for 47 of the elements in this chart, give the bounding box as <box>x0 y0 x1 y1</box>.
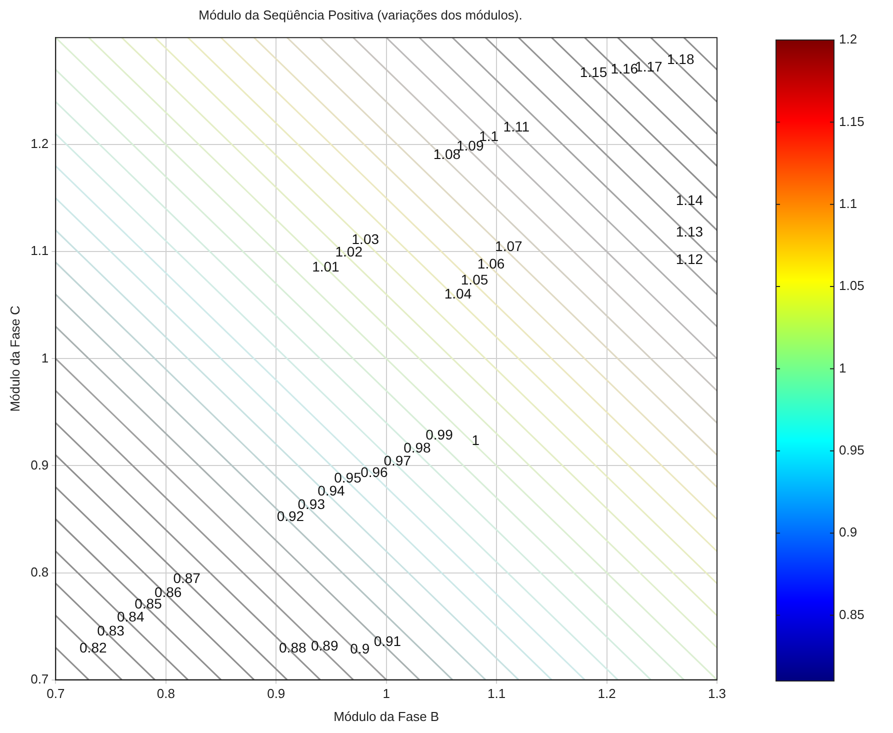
annotation: 1.08 <box>433 146 461 162</box>
y-axis-title: Módulo da Fase C <box>7 306 22 412</box>
y-tick-label: 1.1 <box>30 243 49 258</box>
annotation: 1.04 <box>444 285 472 302</box>
x-tick-label: 0.7 <box>46 686 65 702</box>
y-tick-label: 0.7 <box>30 671 49 686</box>
x-tick-label: 0.8 <box>156 686 175 702</box>
y-tick-label: 1 <box>41 350 49 366</box>
annotation: 1 <box>472 432 480 448</box>
color-bar-label: 0.95 <box>839 442 864 458</box>
color-bar-label: 1.05 <box>839 278 864 294</box>
annotation: 1.12 <box>676 251 704 268</box>
annotation: 1.14 <box>676 192 704 208</box>
color-bar-label: 0.9 <box>839 524 858 540</box>
color-bar-label: 1.2 <box>839 32 858 47</box>
annotation: 0.84 <box>116 608 144 625</box>
y-tick-label: 1.2 <box>30 136 49 152</box>
x-tick-label: 0.9 <box>267 686 286 702</box>
annotation: 0.87 <box>173 570 201 586</box>
annotation: 0.88 <box>279 640 306 656</box>
annotation: 1.13 <box>676 223 704 240</box>
annotation: 1.05 <box>460 271 488 288</box>
chart-title: Módulo da Seqüência Positiva (variações dos módulos). <box>198 7 522 22</box>
annotation: 0.83 <box>97 622 125 638</box>
annotation: 0.91 <box>374 633 402 650</box>
annotation: 0.89 <box>310 637 338 654</box>
annotation: 0.86 <box>154 584 182 600</box>
annotation: 1.06 <box>477 255 505 272</box>
x-tick-label: 1.2 <box>598 686 616 702</box>
annotation: 0.82 <box>80 640 107 656</box>
color-bar-label: 1.1 <box>839 196 858 211</box>
annotation: 1.01 <box>312 258 340 275</box>
annotation: 1.15 <box>580 64 608 80</box>
y-tick-label: 0.9 <box>30 457 49 472</box>
annotation: 1.18 <box>667 50 694 67</box>
y-tick-label: 0.8 <box>30 564 49 580</box>
annotation: 0.9 <box>350 640 370 657</box>
x-tick-label: 1 <box>382 686 390 702</box>
annotation: 1.11 <box>503 118 530 134</box>
color-bar-label: 1.15 <box>839 114 864 129</box>
x-axis-title: Módulo da Fase B <box>334 708 440 724</box>
x-tick-label: 1.3 <box>708 686 726 702</box>
x-tick-label: 1.1 <box>488 686 506 702</box>
annotation: 0.93 <box>298 496 326 512</box>
color-bar-label: 1 <box>839 360 846 376</box>
annotation: 1.07 <box>495 238 523 254</box>
color-bar-label: 0.85 <box>839 606 864 622</box>
